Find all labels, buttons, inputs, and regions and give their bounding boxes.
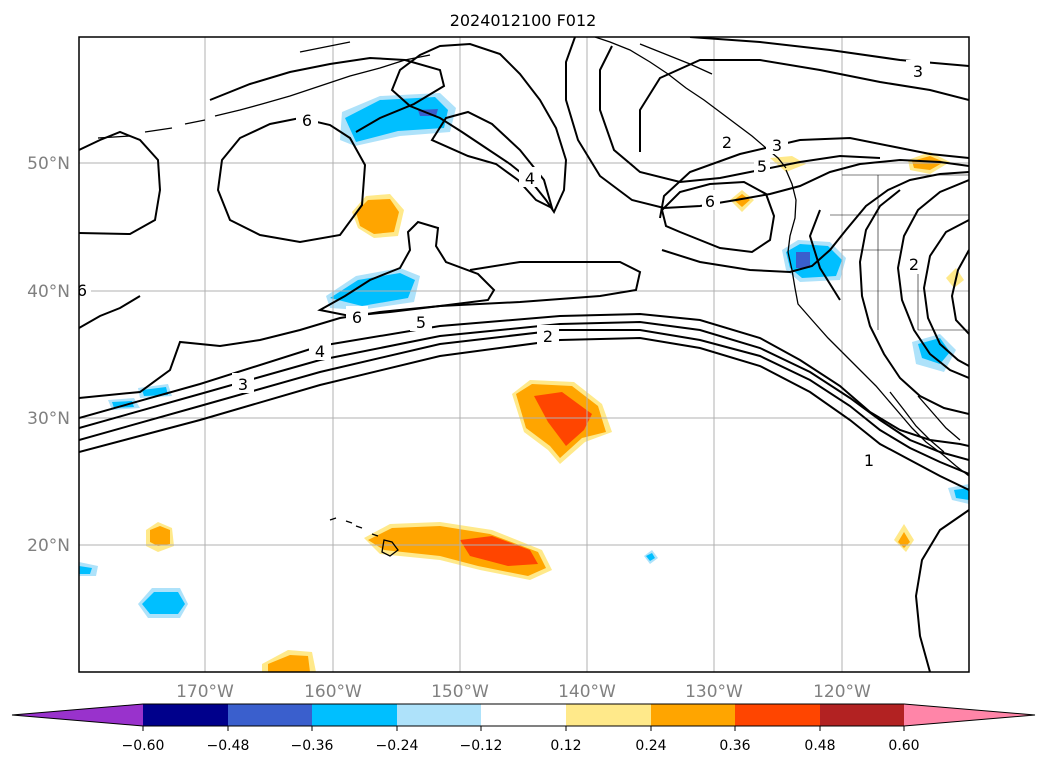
contour-line <box>79 329 969 475</box>
colorbar-segment <box>228 704 312 726</box>
lat-label: 20°N <box>27 536 70 556</box>
contour-line <box>317 220 496 318</box>
lat-label: 30°N <box>27 409 70 429</box>
lat-label: 50°N <box>27 154 70 174</box>
contour-line <box>79 130 162 236</box>
negative-anomaly-area <box>646 553 655 561</box>
colorbar-segment <box>143 704 228 726</box>
negative-anomaly-area <box>79 566 92 574</box>
contour-label: 2 <box>722 133 732 152</box>
baja-california <box>889 391 961 453</box>
contour-label: 2 <box>909 255 919 274</box>
lon-label: 150°W <box>431 682 489 702</box>
colorbar-tick-label: 0.36 <box>719 738 750 754</box>
map-title: 2024012100 F012 <box>450 11 597 30</box>
negative-anomaly-area <box>345 97 448 142</box>
negative-anomaly-area <box>796 252 810 268</box>
colorbar-segment <box>735 704 820 726</box>
colorbar-tick-label: −0.60 <box>122 738 165 754</box>
lon-label: 170°W <box>176 682 234 702</box>
map-frame <box>78 36 970 673</box>
contour-label: 3 <box>772 136 782 155</box>
positive-anomaly-area <box>946 268 964 288</box>
gridlines <box>79 37 969 672</box>
contour-label: 4 <box>525 169 535 188</box>
colorbar-tick-label: −0.24 <box>376 738 419 754</box>
hawaii-islands <box>329 517 399 557</box>
contour-line <box>216 116 367 244</box>
colorbar-segment <box>312 704 397 726</box>
colorbar-extend-low <box>12 704 143 726</box>
positive-anomaly-area <box>460 536 538 566</box>
colorbar-tick-marks <box>142 726 905 731</box>
positive-anomaly-area <box>268 655 310 672</box>
contour-label: 4 <box>315 342 325 361</box>
contour-line <box>808 209 841 301</box>
contour-lines <box>79 37 969 672</box>
contour-line <box>660 180 776 254</box>
colorbar-segment <box>566 704 651 726</box>
lat-label: 40°N <box>27 282 70 302</box>
positive-anomaly-area <box>534 392 592 446</box>
positive-anomaly-area <box>898 532 910 548</box>
positive-anomaly-area <box>356 199 399 234</box>
colorbar-tick-labels: −0.60 −0.48 −0.36 −0.24 −0.12 0.12 0.24 … <box>122 738 920 754</box>
shaded-anomaly-regions <box>79 93 969 672</box>
latitude-labels: 20°N 30°N 40°N 50°N <box>27 154 70 556</box>
contour-label: 3 <box>238 375 248 394</box>
lon-label: 120°W <box>813 682 871 702</box>
colorbar-tick-label: 0.24 <box>635 738 666 754</box>
contour-line <box>661 171 969 274</box>
contour-line <box>659 136 969 219</box>
colorbar-segment <box>481 704 566 726</box>
negative-anomaly-area <box>142 592 185 614</box>
negative-anomaly-area <box>954 488 969 500</box>
map-panel: 6 6 4 3 2 3 2 3 2 1 5 4 6 6 <box>77 37 969 672</box>
lon-label: 140°W <box>558 682 616 702</box>
colorbar-segment <box>651 704 735 726</box>
colorbar: −0.60 −0.48 −0.36 −0.24 −0.12 0.12 0.24 … <box>11 703 1036 754</box>
contour-line <box>79 312 969 447</box>
state-borders <box>830 174 969 331</box>
colorbar-segment <box>820 704 904 726</box>
colorbar-tick-label: 0.60 <box>888 738 919 754</box>
colorbar-tick-label: −0.48 <box>207 738 250 754</box>
longitude-labels: 170°W 160°W 150°W 140°W 130°W 120°W <box>176 682 871 702</box>
negative-anomaly-area <box>330 273 415 306</box>
contour-label: 6 <box>302 111 312 130</box>
contour-line <box>79 320 969 461</box>
contour-line <box>639 59 969 152</box>
contour-labels: 6 6 4 3 2 3 2 3 2 1 5 4 6 6 <box>77 60 930 470</box>
colorbar-tick-label: −0.12 <box>460 738 503 754</box>
colorbar-tick-label: 0.48 <box>804 738 835 754</box>
contour-line <box>896 179 969 379</box>
contour-line <box>79 336 969 491</box>
contour-line <box>914 509 969 672</box>
contour-label: 6 <box>352 308 362 327</box>
contour-label: 5 <box>757 157 767 176</box>
contour-label: 2 <box>543 327 553 346</box>
negative-anomaly-area <box>142 387 168 396</box>
contour-label: 3 <box>913 62 923 81</box>
contour-line <box>430 110 554 210</box>
contour-line <box>950 249 969 335</box>
lon-label: 130°W <box>685 682 743 702</box>
colorbar-tick-label: −0.36 <box>291 738 334 754</box>
contour-label: 5 <box>416 313 426 332</box>
contour-label: 6 <box>77 281 87 300</box>
contour-label: 1 <box>864 451 874 470</box>
contour-line <box>390 42 568 215</box>
contour-line <box>79 295 141 329</box>
positive-anomaly-area <box>150 526 170 546</box>
colorbar-segment <box>397 704 481 726</box>
contour-line <box>858 189 969 415</box>
colorbar-extend-high <box>904 704 1035 726</box>
contour-line <box>922 219 969 367</box>
lon-label: 160°W <box>304 682 362 702</box>
colorbar-tick-label: 0.12 <box>550 738 581 754</box>
aleutian-islands <box>97 41 431 139</box>
contour-line <box>209 56 446 133</box>
contour-label: 6 <box>705 192 715 211</box>
